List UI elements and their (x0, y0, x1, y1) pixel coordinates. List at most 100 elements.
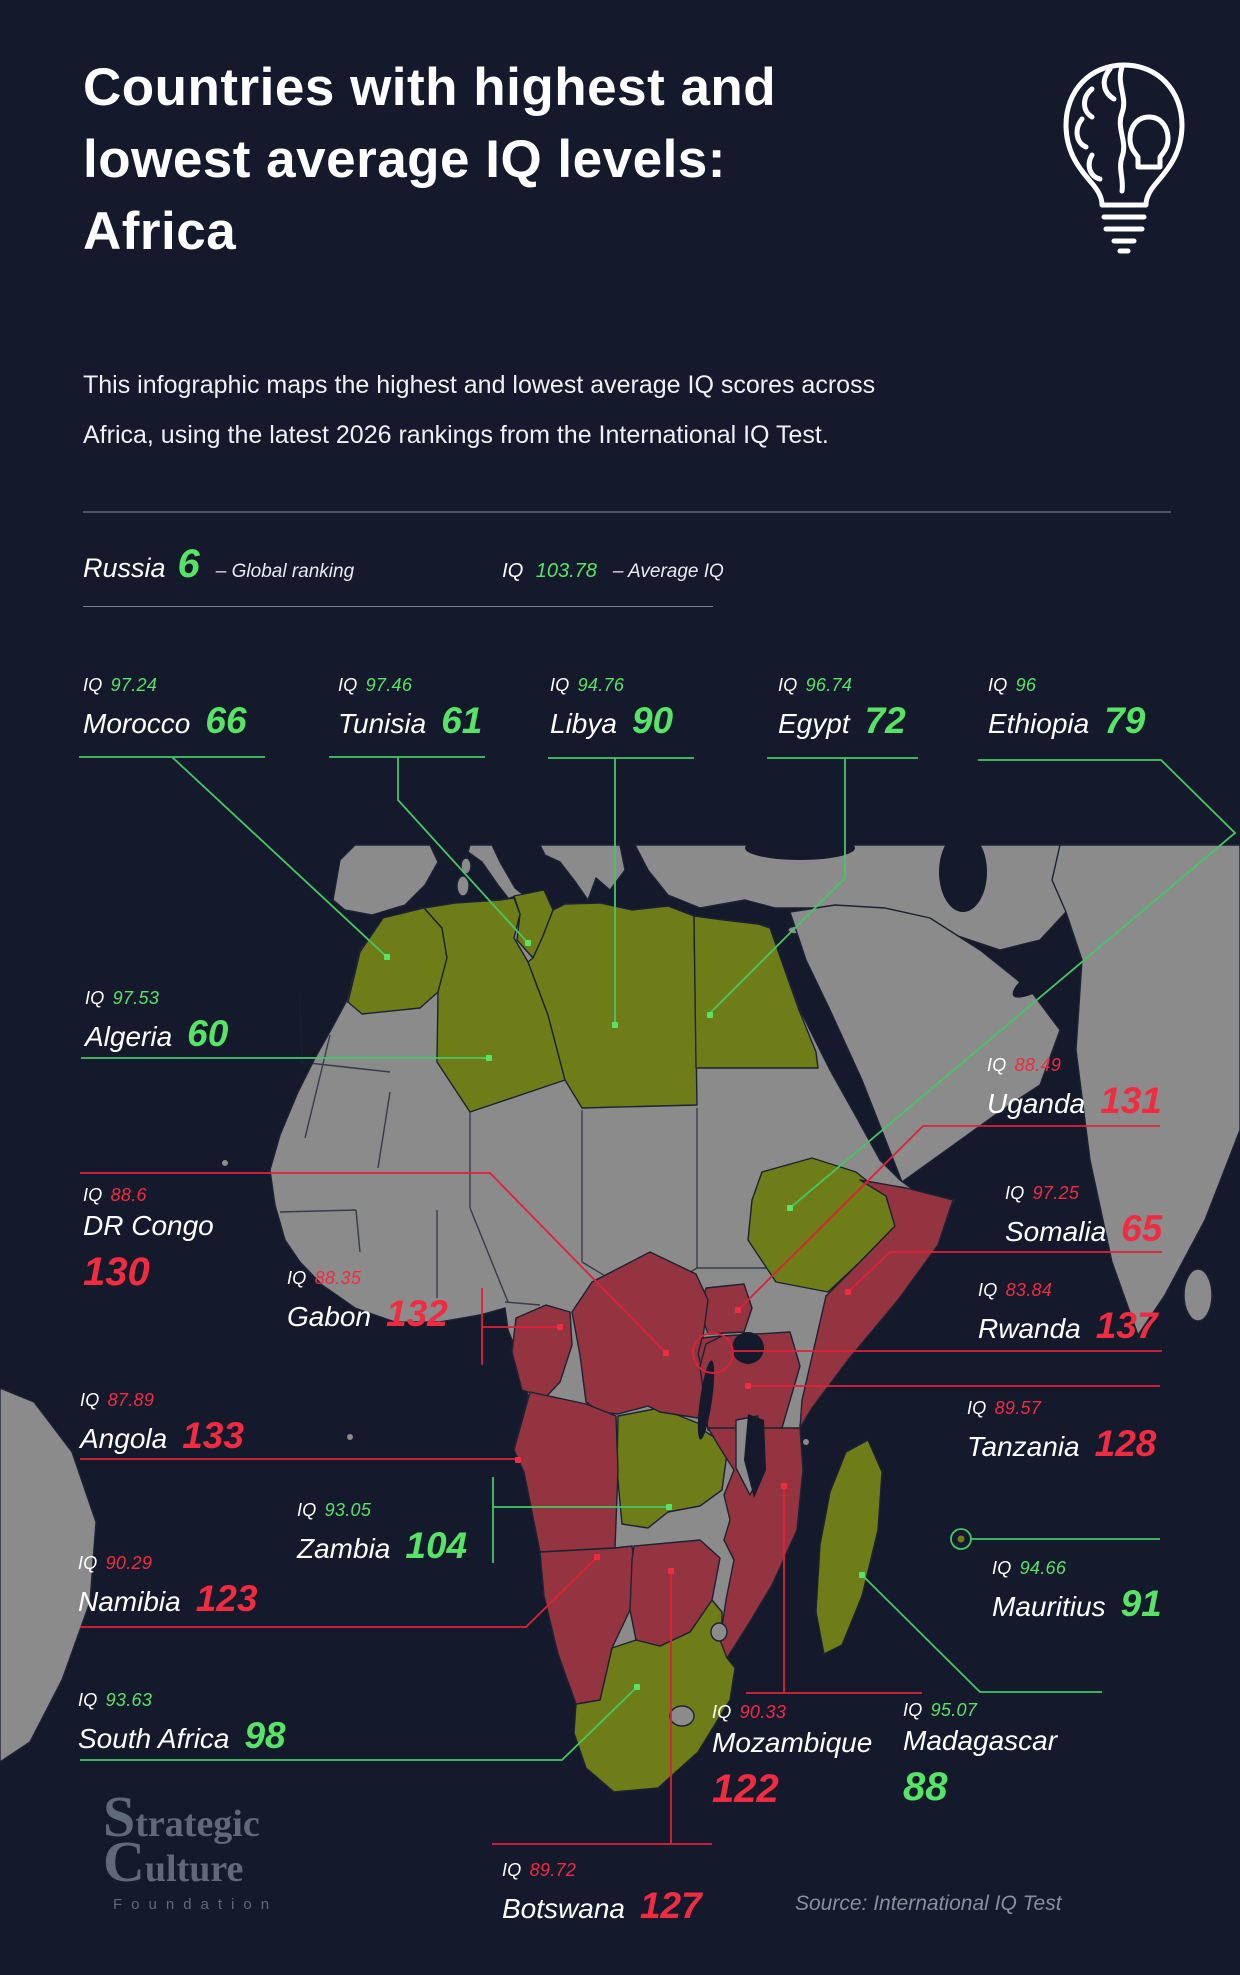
country-label-tunisia: IQ 97.46 Tunisia 61 (338, 675, 482, 742)
iq-line: IQ 94.76 (550, 675, 625, 695)
iq-line: IQ 97.24 (83, 675, 158, 695)
legend-iq-caption: – Average IQ (612, 561, 724, 582)
name-line: Mozambique 122 (712, 1727, 873, 1811)
egypt-leader-line (709, 757, 918, 1014)
name-line: Uganda 131 (987, 1080, 1162, 1121)
header-divider (83, 511, 1171, 513)
map-country-eswatini (710, 1622, 728, 1642)
name-line: Egypt 72 (778, 700, 906, 741)
name-line: Tanzania 128 (967, 1423, 1157, 1464)
name-line: Rwanda 137 (978, 1305, 1158, 1346)
country-label-tanzania: IQ 89.57 Tanzania 128 (967, 1398, 1156, 1465)
tunisia-leader-line (329, 756, 529, 944)
map-lake-tanganyika (697, 1360, 715, 1440)
name-line: Tunisia 61 (338, 700, 483, 741)
zambia-leader-line (492, 1477, 669, 1563)
map-island-sri-lanka (1183, 1268, 1213, 1322)
name-line: Mauritius 91 (992, 1583, 1162, 1624)
iq-line: IQ 96 (988, 675, 1037, 695)
strategic-culture-logo: Strategic Culture Foundation (103, 1784, 279, 1913)
map-region-balkans (539, 844, 626, 901)
source-attribution: Source: International IQ Test (795, 1892, 1062, 1915)
map-lake-malawi (744, 1414, 766, 1498)
name-line: Angola 133 (80, 1415, 244, 1456)
gabon-leader-line (481, 1288, 560, 1365)
name-line: Zambia 104 (297, 1525, 468, 1566)
country-label-namibia: IQ 90.29 Namibia 123 (78, 1553, 257, 1620)
legend-divider (83, 606, 713, 607)
mozambique-leader-line (746, 1486, 922, 1694)
libya-leader-line (548, 757, 694, 1025)
title-line-1: Countries with highest and (83, 58, 777, 117)
name-line: Madagascar 88 (903, 1725, 1058, 1809)
logo-line-1: Strategic (103, 1784, 260, 1849)
map-island-sardinia (456, 875, 470, 897)
mauritius-marker-circle (950, 1528, 972, 1550)
country-label-algeria: IQ 97.53 Algeria 60 (85, 988, 228, 1055)
name-line: Algeria 60 (85, 1013, 229, 1054)
iq-line: IQ 88.35 (287, 1268, 362, 1288)
country-label-madagascar: IQ 95.07 Madagascar 88 (903, 1700, 1057, 1810)
somalia-leader-line (847, 1251, 1162, 1293)
map-island-atlantic-1 (222, 1160, 228, 1166)
legend-iq-prefix: IQ (502, 560, 524, 582)
madagascar-leader-line (861, 1574, 1102, 1693)
page-subtitle: This infographic maps the highest and lo… (83, 360, 875, 460)
page-title: Countries with highest and lowest averag… (83, 52, 776, 268)
country-label-ethiopia: IQ 96 Ethiopia 79 (988, 675, 1145, 742)
name-line: Somalia 65 (1005, 1208, 1163, 1249)
map-region-arabia (789, 904, 1061, 1183)
iq-line: IQ 93.63 (78, 1690, 153, 1710)
name-line: Gabon 132 (287, 1293, 448, 1334)
title-line-3: Africa (83, 202, 237, 261)
map-country-botswana (629, 1539, 721, 1647)
map-country-libya (527, 902, 698, 1109)
drcongo-leader-line (80, 1172, 667, 1354)
iq-line: IQ 89.57 (967, 1398, 1042, 1418)
name-line: Namibia 123 (78, 1578, 258, 1619)
country-label-somalia: IQ 97.25 Somalia 65 (1005, 1183, 1162, 1250)
leader-end-dots (384, 940, 865, 1690)
map-country-madagascar (815, 1439, 883, 1655)
iq-line: IQ 90.29 (78, 1553, 153, 1573)
name-line: Ethiopia 79 (988, 700, 1146, 741)
rwanda-marker-circle (692, 1332, 734, 1374)
map-sea-black (745, 836, 855, 860)
legend-rank-caption: – Global ranking (215, 561, 355, 582)
logo-line-2: Culture (103, 1829, 244, 1894)
map-sea-persian-gulf (1012, 952, 1078, 998)
country-label-rwanda: IQ 83.84 Rwanda 137 (978, 1280, 1157, 1347)
map-country-somalia (799, 1179, 954, 1429)
iq-line: IQ 96.74 (778, 675, 853, 695)
botswana-leader-line (492, 1571, 712, 1845)
country-label-uganda: IQ 88.49 Uganda 131 (987, 1055, 1162, 1122)
iq-line: IQ 87.89 (80, 1390, 155, 1410)
subtitle-line-2: Africa, using the latest 2026 rankings f… (83, 421, 829, 449)
iq-line: IQ 88.6 (83, 1185, 147, 1205)
country-label-botswana: IQ 89.72 Botswana 127 (502, 1860, 702, 1927)
namibia-leader-line (80, 1556, 598, 1628)
iq-line: IQ 97.25 (1005, 1183, 1080, 1203)
low-leader-lines (80, 1125, 1162, 1845)
name-line: Botswana 127 (502, 1885, 702, 1926)
map-sea-caspian (939, 832, 987, 912)
map-region-india (1051, 844, 1240, 1336)
legend-iq-group: IQ 103.78 (502, 560, 597, 583)
uganda-leader-line (737, 1125, 1160, 1311)
iq-line: IQ 93.05 (297, 1500, 372, 1520)
map-country-drcongo (571, 1251, 709, 1419)
country-label-mauritius: IQ 94.66 Mauritius 91 (992, 1558, 1162, 1625)
country-label-angola: IQ 87.89 Angola 133 (80, 1390, 244, 1457)
name-line: Morocco 66 (83, 700, 247, 741)
country-label-morocco: IQ 97.24 Morocco 66 (83, 675, 247, 742)
high-leader-lines (79, 756, 1237, 1761)
map-country-lesotho (669, 1705, 695, 1727)
map-island-comoros (803, 1439, 809, 1445)
iq-line: IQ 88.49 (987, 1055, 1062, 1075)
logo-line-3: Foundation (113, 1896, 279, 1913)
map-region-iberia (332, 844, 439, 916)
iq-line: IQ 97.46 (338, 675, 413, 695)
legend-example-rank: 6 (177, 542, 200, 586)
